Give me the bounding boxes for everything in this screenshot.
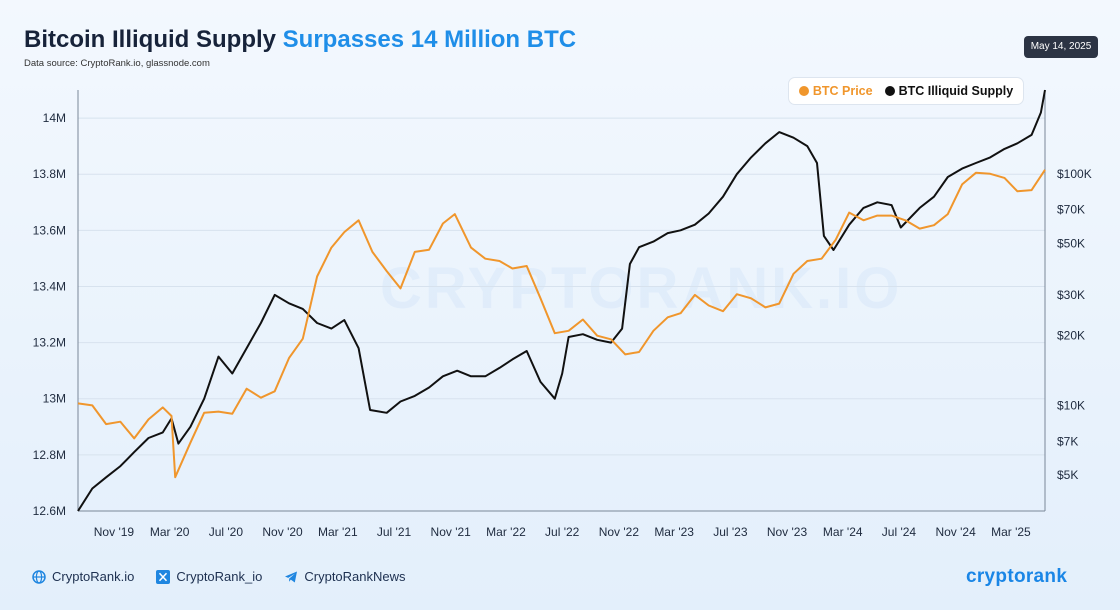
brand-logo: cryptorank [966,566,1068,587]
x-tick-label: Mar '23 [654,525,694,539]
y-right-tick-label: $20K [1057,329,1085,343]
y-left-tick-label: 12.8M [33,448,66,462]
x-tick-label: Mar '24 [823,525,863,539]
x-tick-label: Nov '22 [599,525,640,539]
title-highlight: Surpasses 14 Million BTC [282,26,577,53]
chart-title: Bitcoin Illiquid Supply Surpasses 14 Mil… [24,26,576,54]
series-line-illiquid-supply [77,89,1046,512]
date-badge: May 14, 2025 [1024,36,1098,58]
x-tick-label: Jul '21 [377,525,412,539]
y-right-tick-label: $50K [1057,237,1085,251]
x-tick-label: Nov '20 [262,525,303,539]
footer-link-telegram[interactable]: CryptoRankNews [284,569,406,584]
x-tick-label: Nov '24 [935,525,976,539]
x-tick-label: Nov '21 [431,525,472,539]
data-source: Data source: CryptoRank.io, glassnode.co… [24,58,210,69]
x-logo-icon [156,569,171,584]
footer: CryptoRank.io CryptoRank_io CryptoRankNe… [32,569,406,584]
y-right-tick-label: $100K [1057,167,1092,181]
y-left-tick-label: 13.8M [33,167,66,181]
y-right-tick-label: $7K [1057,434,1078,448]
footer-x-label: CryptoRank_io [176,569,263,584]
legend-label-price: BTC Price [812,84,873,98]
y-left-tick-label: 13.6M [33,223,66,237]
y-left-tick-label: 13M [43,392,66,406]
y-left-tick-label: 14M [43,111,66,125]
footer-link-site[interactable]: CryptoRank.io [32,569,134,584]
tick-labels: 12.6M 12.8M 13M 13.2M 13.4M 13.6M 13.8M 14M $5K $… [33,111,1092,539]
grid [78,117,1045,512]
x-tick-label: Nov '19 [94,525,135,539]
y-right-tick-label: $30K [1057,288,1085,302]
legend: BTC Price BTC Illiquid Supply [788,77,1024,105]
legend-dot-supply [884,86,895,96]
footer-site-label: CryptoRank.io [52,569,135,584]
legend-item-supply: BTC Illiquid Supply [884,84,1014,98]
series-layer [77,89,1046,512]
line-chart: 12.6M 12.8M 13M 13.2M 13.4M 13.6M 13.8M 14M $5K $… [33,89,1092,539]
x-tick-label: Mar '25 [991,525,1031,539]
legend-dot-price [798,86,809,96]
legend-label-supply: BTC Illiquid Supply [898,84,1014,98]
axes [77,90,1046,512]
title-main: Bitcoin Illiquid Supply [24,26,276,53]
watermark: CRYPTORANK.IO [380,256,903,321]
y-left-tick-label: 13.2M [33,336,66,350]
x-tick-label: Mar '21 [318,525,358,539]
x-tick-label: Nov '23 [767,525,808,539]
y-right-tick-label: $5K [1057,468,1078,482]
footer-link-x[interactable]: CryptoRank_io [156,569,262,584]
x-tick-label: Jul '24 [882,525,917,539]
y-left-tick-label: 13.4M [33,279,66,293]
y-left-tick-label: 12.6M [33,504,66,518]
series-line-btc-price [77,169,1046,479]
y-right-tick-label: $70K [1057,203,1085,217]
telegram-icon [285,571,298,582]
y-right-tick-label: $10K [1057,398,1085,412]
x-tick-label: Jul '22 [545,525,580,539]
footer-telegram-label: CryptoRankNews [304,569,406,584]
globe-icon [32,569,46,584]
x-tick-label: Jul '23 [713,525,748,539]
x-tick-label: Mar '22 [486,525,526,539]
legend-item-price: BTC Price [798,84,873,98]
x-tick-label: Jul '20 [209,525,244,539]
x-tick-label: Mar '20 [150,525,190,539]
